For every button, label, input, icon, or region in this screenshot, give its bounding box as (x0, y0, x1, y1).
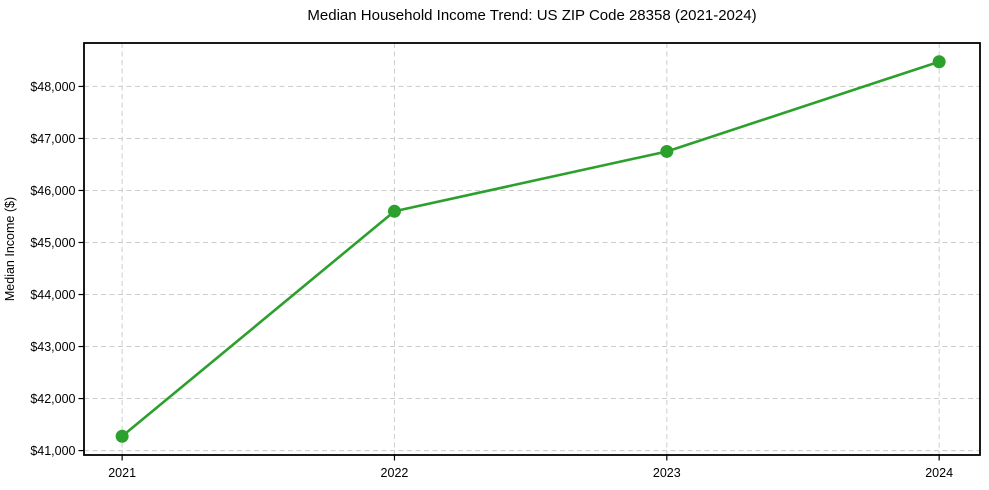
y-tick-label: $45,000 (30, 236, 75, 250)
y-tick-label: $41,000 (30, 444, 75, 458)
chart-title: Median Household Income Trend: US ZIP Co… (307, 7, 756, 24)
y-tick-label: $44,000 (30, 288, 75, 302)
gridlines (84, 43, 980, 455)
plot-border (83, 42, 981, 456)
y-tick-label: $46,000 (30, 184, 75, 198)
data-point-2024 (932, 55, 946, 69)
tick-labels: $41,000 $42,000 $43,000 $44,000 $45,000 $46,0… (30, 80, 953, 480)
x-tick-label: 2024 (925, 466, 953, 480)
y-tick-label: $48,000 (30, 80, 75, 94)
y-tick-label: $47,000 (30, 132, 75, 146)
y-tick-label: $42,000 (30, 392, 75, 406)
axes (78, 42, 981, 461)
line-series (115, 55, 946, 443)
data-point-2023 (660, 144, 674, 158)
data-point-2021 (115, 429, 129, 443)
y-axis-label: Median Income ($) (3, 197, 17, 301)
data-point-2022 (387, 204, 401, 218)
x-tick-label: 2023 (653, 466, 681, 480)
x-tick-label: 2021 (108, 466, 136, 480)
income-trend-line (120, 60, 941, 438)
y-tick-label: $43,000 (30, 340, 75, 354)
x-tick-label: 2022 (381, 466, 409, 480)
